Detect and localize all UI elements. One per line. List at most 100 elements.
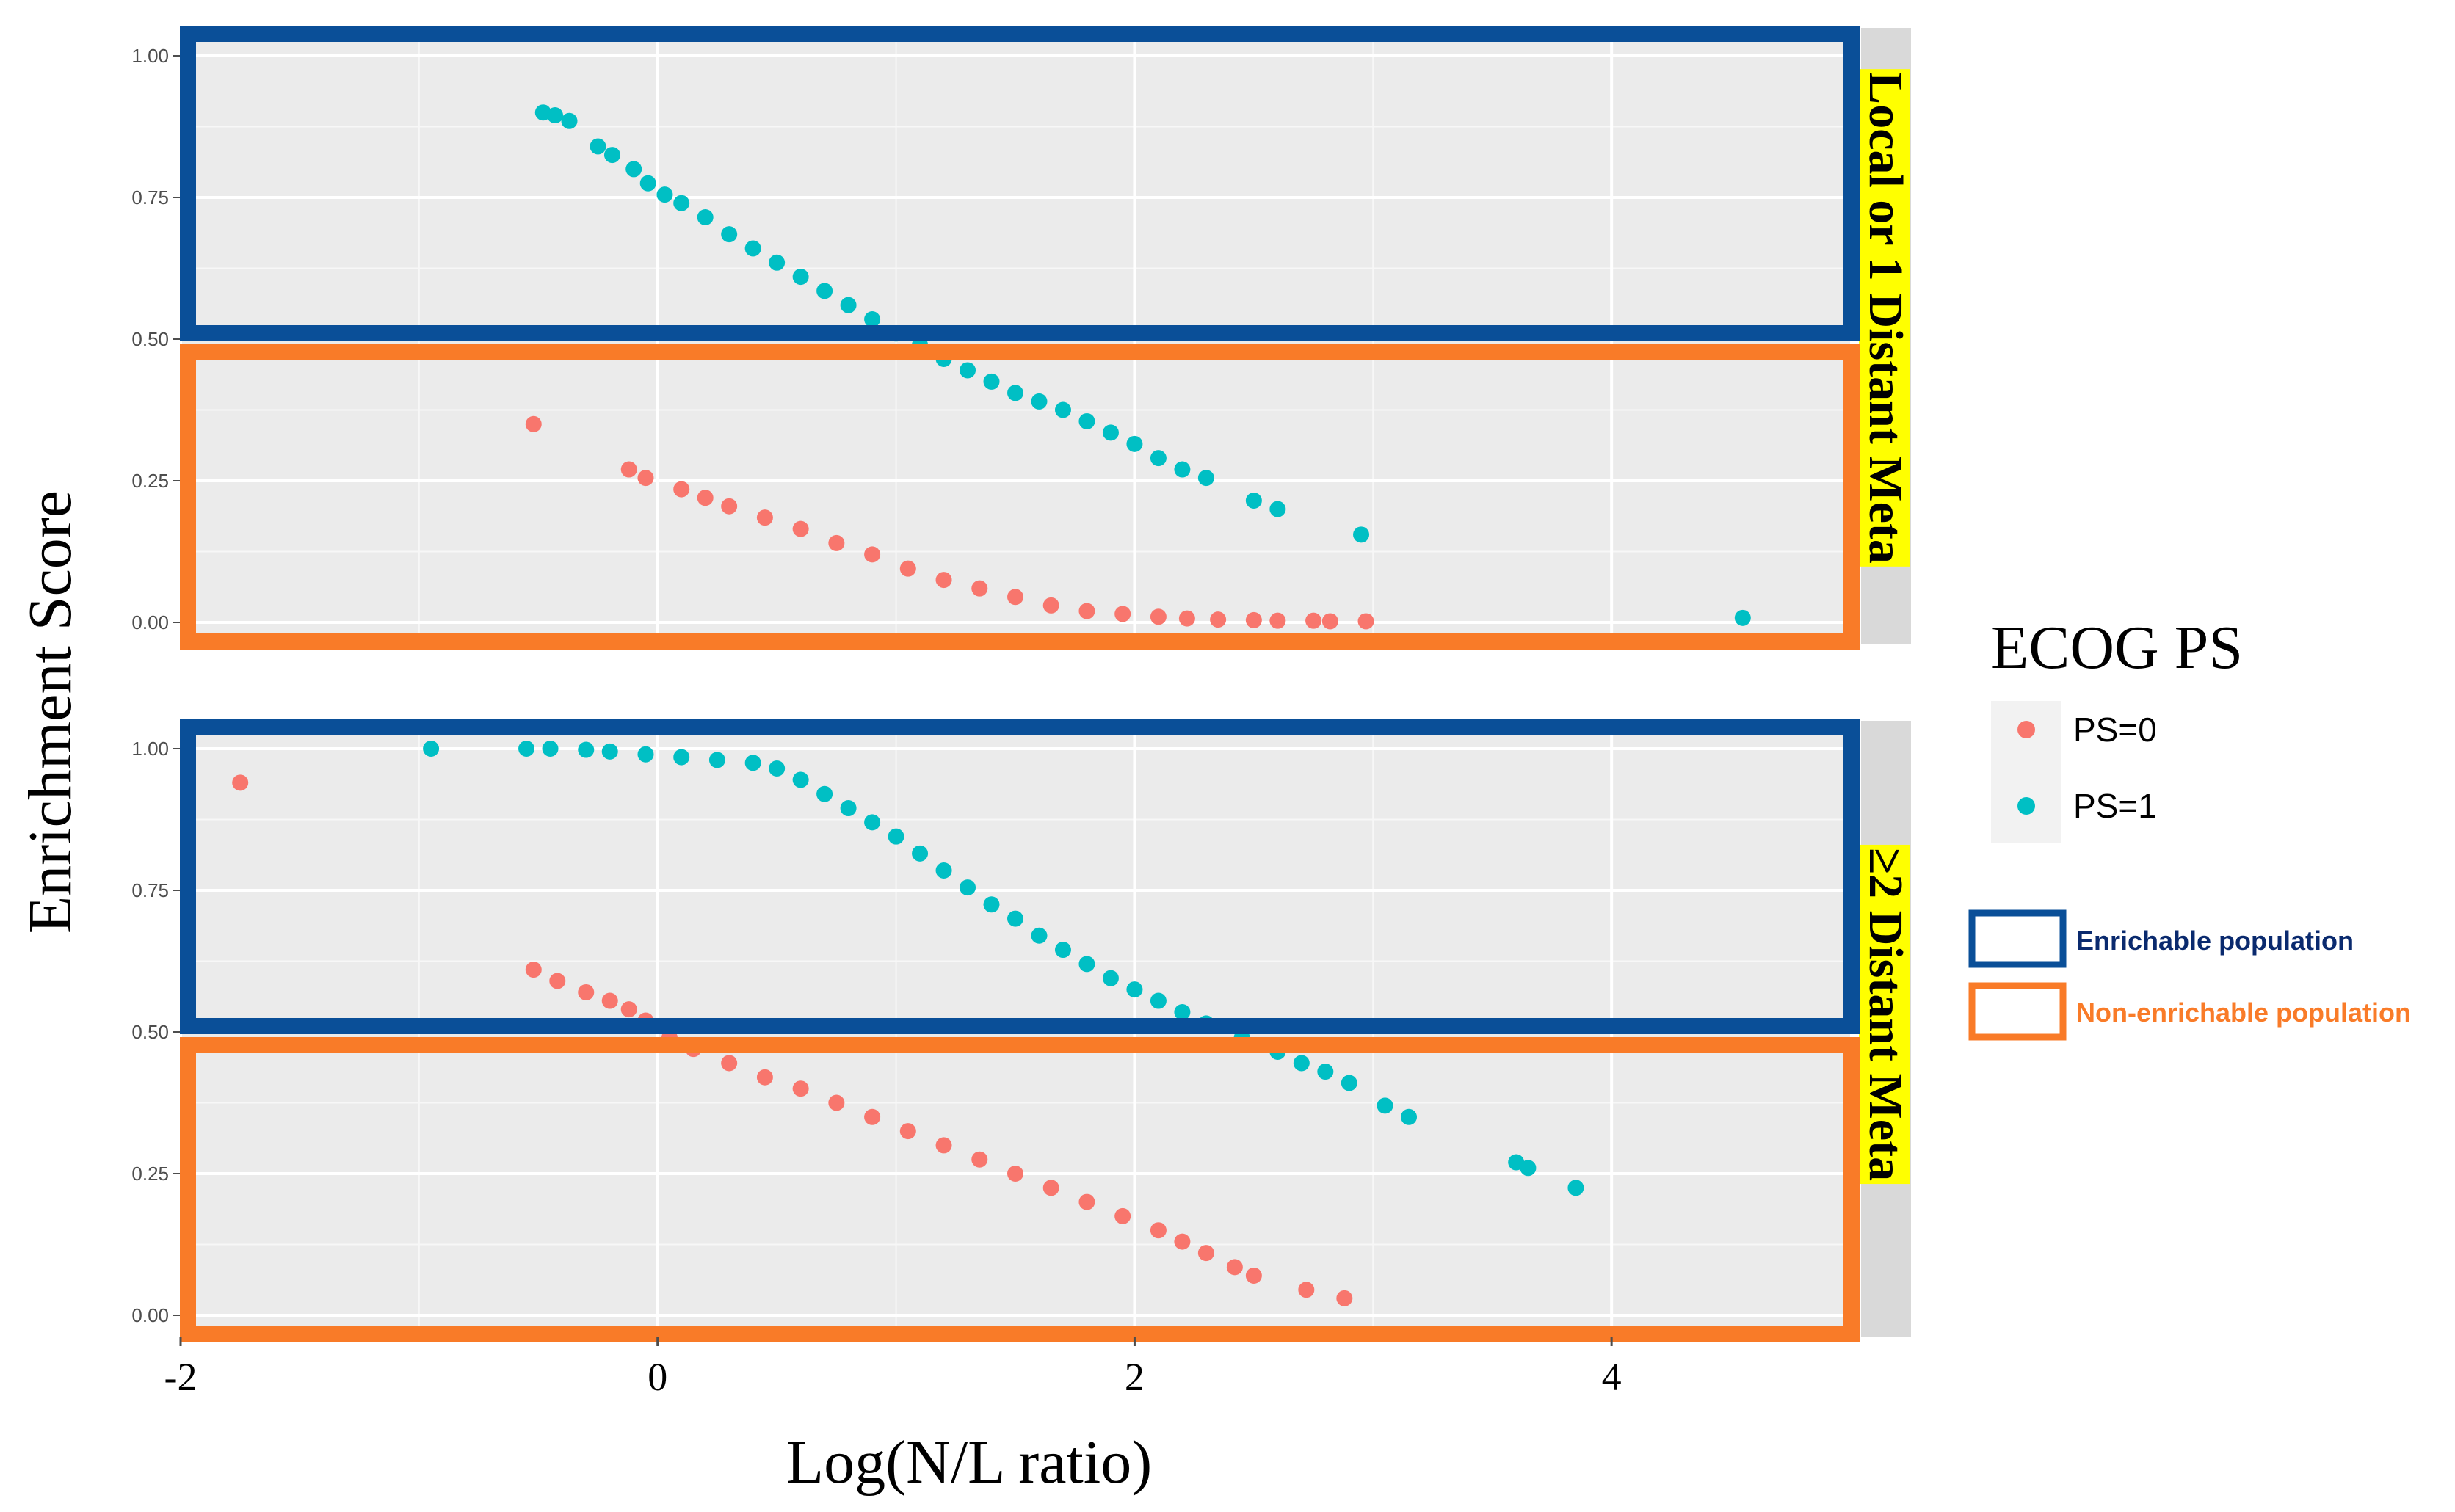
data-point-ps1 xyxy=(542,741,559,757)
data-point-ps0 xyxy=(756,509,773,526)
data-point-ps1 xyxy=(1269,501,1286,517)
data-point-ps1 xyxy=(935,862,952,879)
data-point-ps1 xyxy=(1734,609,1751,626)
data-point-ps1 xyxy=(590,138,606,155)
data-point-ps1 xyxy=(816,283,833,299)
data-point-ps0 xyxy=(549,973,566,989)
data-point-ps1 xyxy=(1102,970,1119,986)
data-point-ps1 xyxy=(769,760,786,777)
data-point-ps1 xyxy=(1245,493,1262,509)
data-point-ps1 xyxy=(708,752,725,768)
data-point-ps1 xyxy=(1078,412,1095,429)
data-point-ps0 xyxy=(578,984,595,1000)
data-point-ps1 xyxy=(1567,1180,1584,1196)
data-point-ps1 xyxy=(1007,910,1023,927)
data-point-ps1 xyxy=(1054,942,1071,959)
x-axis-ticks: -2 0 2 4 xyxy=(164,1337,1622,1399)
facet-strip-label: Local or 1 Distant Meta xyxy=(1859,72,1912,564)
data-point-ps0 xyxy=(899,560,916,577)
y-tick-label: 0.25 xyxy=(131,1163,169,1185)
data-point-ps1 xyxy=(639,175,656,192)
data-point-ps0 xyxy=(971,1151,988,1168)
data-point-ps0 xyxy=(971,580,988,597)
data-point-ps0 xyxy=(792,520,809,537)
y-tick-label: 1.00 xyxy=(131,45,169,67)
data-point-ps1 xyxy=(1293,1055,1310,1072)
data-point-ps0 xyxy=(1298,1282,1315,1298)
data-point-ps0 xyxy=(1321,613,1338,630)
data-point-ps0 xyxy=(935,572,952,589)
y-tick-label: 0.50 xyxy=(131,1021,169,1043)
data-point-ps1 xyxy=(888,828,904,845)
data-point-ps1 xyxy=(864,814,881,831)
enrichable-box xyxy=(180,26,1860,341)
data-point-ps1 xyxy=(840,800,857,817)
legend-label-ps1: PS=1 xyxy=(2073,787,2157,825)
data-point-ps1 xyxy=(840,297,857,313)
data-point-ps1 xyxy=(983,373,1000,390)
data-point-ps1 xyxy=(1031,927,1048,944)
data-point-ps1 xyxy=(697,209,714,226)
y-tick-label: 0.00 xyxy=(131,611,169,633)
data-point-ps0 xyxy=(721,1055,738,1072)
x-tick-label: 2 xyxy=(1125,1355,1145,1399)
data-point-ps1 xyxy=(423,741,440,757)
data-point-ps1 xyxy=(864,310,881,327)
facet-strip-label: ≥2 Distant Meta xyxy=(1859,848,1912,1181)
data-point-ps0 xyxy=(1357,613,1374,630)
y-tick-label: 0.00 xyxy=(131,1304,169,1326)
data-point-ps0 xyxy=(1150,1222,1167,1239)
data-point-ps0 xyxy=(899,1123,916,1140)
data-point-ps1 xyxy=(721,226,738,243)
data-point-ps1 xyxy=(561,112,578,129)
data-point-ps0 xyxy=(525,415,542,432)
data-point-ps0 xyxy=(697,490,714,506)
data-point-ps0 xyxy=(1042,597,1059,614)
y-tick-label: 0.75 xyxy=(131,186,169,208)
data-point-ps1 xyxy=(656,186,673,203)
data-point-ps0 xyxy=(1210,611,1227,628)
panel-2: 0.00 0.25 0.50 0.75 1.00 ≥2 Distant Meta xyxy=(131,719,1912,1342)
legend-key-ps1 xyxy=(2017,797,2035,815)
y-axis-title: Enrichment Score xyxy=(16,490,84,934)
data-point-ps1 xyxy=(1377,1097,1393,1114)
data-point-ps0 xyxy=(1114,606,1131,622)
data-point-ps1 xyxy=(1150,450,1167,467)
x-tick-label: 0 xyxy=(648,1355,667,1399)
data-point-ps1 xyxy=(1520,1160,1537,1177)
data-point-ps1 xyxy=(769,254,786,271)
data-point-ps0 xyxy=(1197,1245,1214,1262)
data-point-ps1 xyxy=(673,195,690,211)
facet-strip-highlight xyxy=(1859,844,1910,1185)
data-point-ps1 xyxy=(1054,401,1071,418)
data-point-ps1 xyxy=(792,771,809,788)
data-point-ps0 xyxy=(637,470,654,487)
panel-1: 0.00 0.25 0.50 0.75 1.00 Local or 1 Distant M… xyxy=(131,26,1912,650)
data-point-ps0 xyxy=(1042,1180,1059,1196)
non-enrichable-box xyxy=(180,1037,1860,1342)
data-point-ps0 xyxy=(1336,1290,1353,1306)
data-point-ps0 xyxy=(1245,1267,1262,1284)
data-point-ps1 xyxy=(578,741,595,758)
enrichable-key-box xyxy=(1968,909,2067,968)
data-point-ps0 xyxy=(864,546,881,563)
data-point-ps1 xyxy=(1401,1108,1418,1125)
data-point-ps1 xyxy=(744,755,761,771)
data-point-ps1 xyxy=(1150,992,1167,1009)
legend-label-ps0: PS=0 xyxy=(2073,710,2157,749)
facet-panels: 0.00 0.25 0.50 0.75 1.00 Local or 1 Distant M… xyxy=(131,26,1912,1342)
data-point-ps1 xyxy=(960,879,976,896)
data-point-ps0 xyxy=(1178,610,1195,627)
enrichable-key-label: Enrichable population xyxy=(2076,926,2354,956)
x-tick-label: 4 xyxy=(1602,1355,1622,1399)
x-tick-label: -2 xyxy=(164,1355,197,1399)
data-point-ps1 xyxy=(1353,526,1370,543)
data-point-ps0 xyxy=(1078,1193,1095,1210)
data-point-ps1 xyxy=(912,845,929,862)
data-point-ps1 xyxy=(603,147,620,164)
data-point-ps1 xyxy=(1317,1064,1334,1080)
data-point-ps0 xyxy=(1174,1233,1191,1250)
data-point-ps0 xyxy=(1150,608,1167,625)
data-point-ps1 xyxy=(1031,393,1048,410)
